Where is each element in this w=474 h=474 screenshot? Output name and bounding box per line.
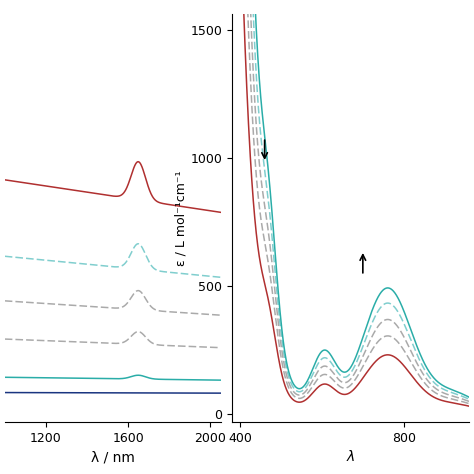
- X-axis label: λ / nm: λ / nm: [91, 450, 135, 464]
- X-axis label: λ: λ: [346, 450, 355, 464]
- Y-axis label: ε / L mol⁻¹cm⁻¹: ε / L mol⁻¹cm⁻¹: [174, 170, 188, 266]
